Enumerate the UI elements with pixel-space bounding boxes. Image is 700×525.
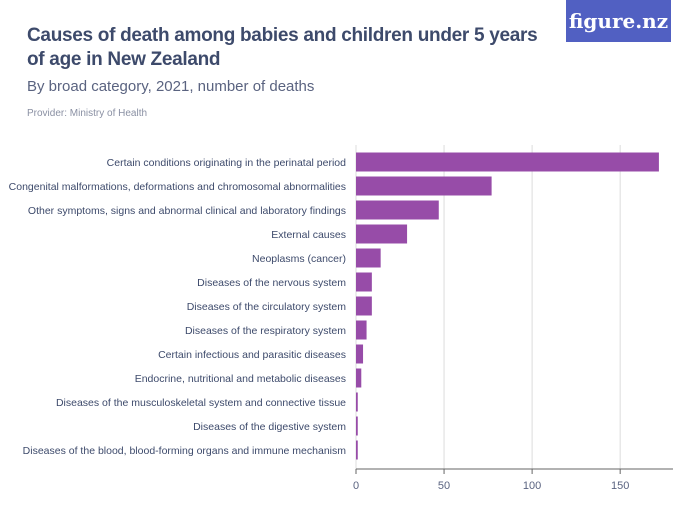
x-tick-label: 0 <box>353 480 359 492</box>
bar <box>356 176 492 196</box>
category-label: Diseases of the blood, blood-forming org… <box>23 445 347 457</box>
bar <box>356 368 362 388</box>
category-label: Congenital malformations, deformations a… <box>9 181 346 193</box>
category-label: Diseases of the nervous system <box>197 277 346 289</box>
bar <box>356 248 381 268</box>
provider-text: Provider: Ministry of Health <box>27 108 148 119</box>
category-label: Diseases of the musculoskeletal system a… <box>56 397 346 409</box>
bar <box>356 416 358 436</box>
x-tick-label: 100 <box>523 480 541 492</box>
bar <box>356 392 358 412</box>
chart-subtitle: By broad category, 2021, number of death… <box>27 78 315 95</box>
category-label: Neoplasms (cancer) <box>252 253 346 265</box>
x-tick-label: 150 <box>611 480 629 492</box>
category-label: Diseases of the respiratory system <box>185 325 346 337</box>
bar <box>356 200 439 220</box>
category-label: Diseases of the circulatory system <box>187 301 347 313</box>
bar <box>356 344 364 364</box>
figure-nz-logo[interactable]: figure.nz <box>566 0 671 42</box>
category-label: Endocrine, nutritional and metabolic dis… <box>135 373 346 385</box>
chart-title: Causes of death among babies and childre… <box>27 25 538 70</box>
category-label: Certain infectious and parasitic disease… <box>158 349 346 361</box>
category-label: Diseases of the digestive system <box>193 421 346 433</box>
category-label: Other symptoms, signs and abnormal clini… <box>28 205 346 217</box>
bar <box>356 152 659 172</box>
bar <box>356 224 408 244</box>
bar <box>356 272 372 292</box>
bar <box>356 320 367 340</box>
category-label: Certain conditions originating in the pe… <box>107 157 346 169</box>
category-label: External causes <box>271 229 346 241</box>
bar <box>356 440 358 460</box>
bar <box>356 296 372 316</box>
x-tick-label: 50 <box>438 480 450 492</box>
